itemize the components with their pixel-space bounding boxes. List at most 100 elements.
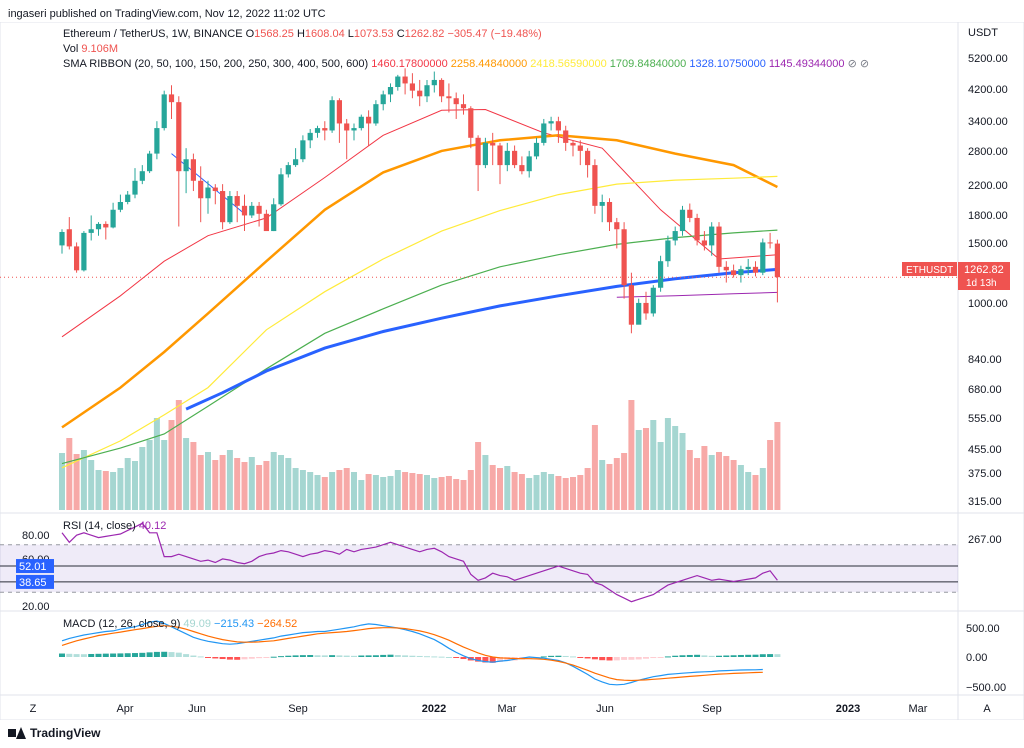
volume-bar <box>467 470 474 510</box>
macd-histogram-bar <box>197 656 204 658</box>
macd-histogram-bar <box>292 655 299 657</box>
macd-histogram-bar <box>387 654 394 657</box>
sma-ribbon <box>61 108 778 469</box>
candle-body <box>395 76 401 88</box>
rsi-badge <box>16 574 54 589</box>
macd-histogram-bar <box>497 657 503 662</box>
volume-bar <box>299 470 306 510</box>
candle-body <box>387 87 394 95</box>
candle-body <box>650 287 656 314</box>
candle-body <box>767 242 773 244</box>
macd-histogram-bar <box>701 655 708 657</box>
macd-histogram-bar <box>321 655 328 657</box>
legend: Ethereum / TetherUS, 1W, BINANCE O1568.2… <box>63 28 869 630</box>
volume-bar <box>708 455 715 510</box>
candle-body <box>687 209 693 218</box>
candle-body <box>285 165 291 175</box>
macd-histogram-bar <box>555 655 562 657</box>
candle-body <box>358 116 364 129</box>
candle-body <box>570 142 576 146</box>
candle-body <box>373 104 379 124</box>
legend-macd-value: −215.43 <box>211 618 254 630</box>
macd-histogram-bar <box>759 654 766 657</box>
volume-bar <box>292 468 299 510</box>
rsi-badge-text: 52.01 <box>19 561 47 573</box>
legend-ohlc-value: 1073.53 <box>354 28 394 40</box>
macd-histogram-bar <box>365 655 372 657</box>
footer-brand[interactable]: TradingView <box>8 726 100 740</box>
volume-bar <box>701 446 708 510</box>
volume-bar <box>256 465 263 510</box>
candle-body <box>563 130 569 143</box>
macd-histogram-bar <box>540 656 547 658</box>
candle-body <box>614 222 620 230</box>
volume-bar <box>263 461 270 510</box>
price-tick-label: 315.00 <box>968 496 1002 508</box>
candle-body <box>59 231 65 246</box>
sma-line <box>61 175 778 469</box>
macd-histogram-bar <box>504 657 511 662</box>
volume-bar <box>329 472 336 510</box>
volume-bar <box>591 425 598 510</box>
macd-histogram-bar <box>256 657 263 659</box>
price-tick-label: 4200.00 <box>968 84 1008 96</box>
volume-bar <box>482 455 489 510</box>
price-tick-label: 1800.00 <box>968 210 1008 222</box>
volume-bar <box>183 438 190 510</box>
macd-histogram-bar <box>234 657 241 660</box>
volume-bar <box>212 460 219 510</box>
volume-bars <box>59 400 781 510</box>
candle-body <box>103 223 109 228</box>
volume-bar <box>694 458 701 510</box>
candle-body <box>760 242 766 273</box>
volume-bar <box>409 473 416 510</box>
candle-body <box>263 213 269 232</box>
candle-body <box>351 128 357 131</box>
macd-histogram-bar <box>380 654 387 657</box>
legend-ohlc-key: O <box>246 28 255 40</box>
volume-bar <box>643 428 649 510</box>
volume-bar <box>548 474 555 510</box>
volume-bar <box>234 458 241 510</box>
volume-bar <box>88 460 95 510</box>
candle-body <box>738 269 744 276</box>
rsi-tick-label: 20.00 <box>22 601 50 613</box>
price-tick-label: 2800.00 <box>968 146 1008 158</box>
candle-body <box>117 201 123 210</box>
price-tick-label: 1500.00 <box>968 238 1008 250</box>
macd-histogram-bar <box>460 657 467 660</box>
legend-rsi-label: RSI (14, close) <box>63 520 139 532</box>
price-tick-label: 3400.00 <box>968 116 1008 128</box>
volume-bar <box>66 438 73 510</box>
candle-body <box>125 194 131 202</box>
volume-bar <box>511 472 518 510</box>
candle-body <box>271 204 277 232</box>
candle-body <box>168 94 175 103</box>
candle-body <box>322 128 328 131</box>
candle-body <box>205 187 211 199</box>
legend-macd-label: MACD (12, 26, close, 9) <box>63 618 180 630</box>
volume-bar <box>205 452 211 510</box>
macd-histogram-bar <box>723 655 730 657</box>
volume-bar <box>752 475 759 510</box>
macd-histogram-bar <box>394 655 401 657</box>
macd-histogram-bar <box>248 657 255 659</box>
volume-bar <box>95 470 102 510</box>
candle-body <box>731 270 737 276</box>
candle-body <box>241 205 248 216</box>
candle-body <box>541 123 547 143</box>
candle-body <box>147 153 153 172</box>
volume-bar <box>190 442 197 510</box>
chart-svg[interactable]: USDT 5200.00 4200.00 3400.00 2800.00 2200.00 1… <box>0 21 1024 721</box>
macd-histogram-bar <box>613 657 620 661</box>
macd-histogram-bar <box>635 657 642 660</box>
volume-bar <box>745 472 752 510</box>
candle-body <box>314 128 321 133</box>
volume-bar <box>416 474 423 510</box>
macd-histogram-bar <box>241 657 248 660</box>
candle-body <box>366 116 372 124</box>
legend-ohlc-key: L <box>345 28 354 40</box>
macd-histogram-bar <box>445 657 452 658</box>
candle-body <box>672 231 678 241</box>
macd-histogram-bar <box>708 655 715 657</box>
